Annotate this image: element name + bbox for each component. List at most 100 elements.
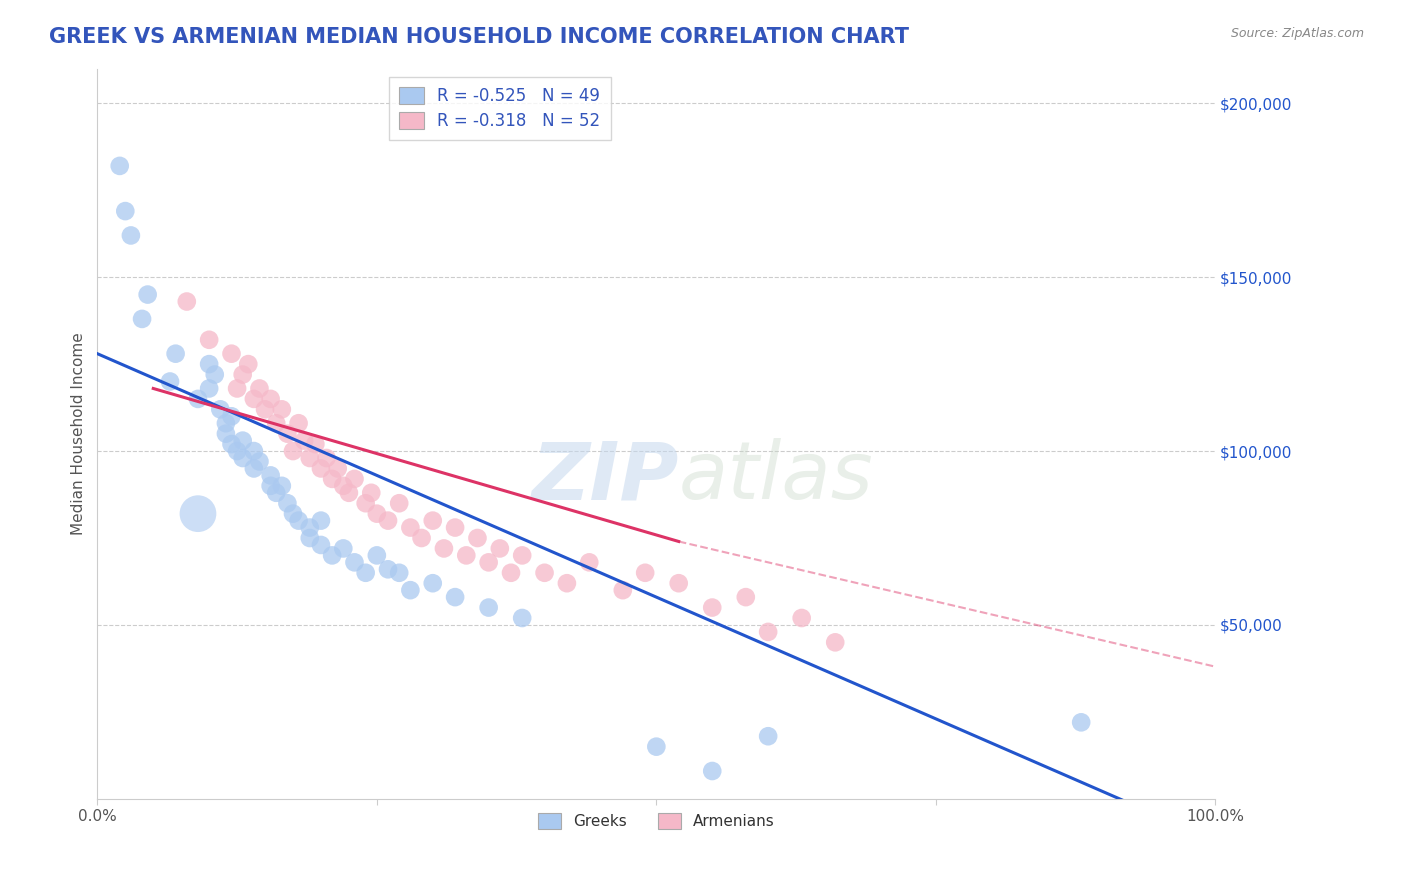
Point bbox=[249, 381, 271, 395]
Point bbox=[510, 611, 533, 625]
Point bbox=[366, 549, 388, 563]
Point bbox=[634, 566, 657, 580]
Point bbox=[298, 520, 321, 534]
Point bbox=[226, 381, 249, 395]
Point bbox=[555, 576, 578, 591]
Point bbox=[326, 461, 349, 475]
Point bbox=[790, 611, 813, 625]
Point bbox=[270, 402, 292, 417]
Point bbox=[399, 583, 422, 598]
Point bbox=[321, 549, 343, 563]
Point bbox=[221, 437, 243, 451]
Point bbox=[221, 409, 243, 424]
Point bbox=[249, 454, 271, 468]
Point bbox=[304, 437, 326, 451]
Point bbox=[756, 624, 779, 639]
Point bbox=[1070, 715, 1092, 730]
Point bbox=[131, 312, 153, 326]
Point bbox=[343, 472, 366, 486]
Point bbox=[456, 549, 478, 563]
Point bbox=[377, 514, 399, 528]
Point bbox=[612, 583, 634, 598]
Point bbox=[478, 555, 501, 569]
Point bbox=[232, 368, 254, 382]
Point bbox=[187, 392, 209, 406]
Point bbox=[259, 468, 281, 483]
Point bbox=[264, 485, 287, 500]
Point bbox=[377, 562, 399, 576]
Point bbox=[114, 204, 136, 219]
Point bbox=[243, 444, 266, 458]
Point bbox=[276, 426, 298, 441]
Point bbox=[467, 531, 489, 545]
Point bbox=[354, 496, 377, 510]
Point bbox=[276, 496, 298, 510]
Point bbox=[645, 739, 668, 754]
Point bbox=[366, 507, 388, 521]
Point bbox=[734, 590, 756, 604]
Point bbox=[343, 555, 366, 569]
Point bbox=[259, 479, 281, 493]
Point bbox=[108, 159, 131, 173]
Point bbox=[243, 461, 266, 475]
Point bbox=[215, 416, 238, 430]
Point bbox=[533, 566, 555, 580]
Point bbox=[309, 461, 332, 475]
Point bbox=[510, 549, 533, 563]
Point bbox=[232, 434, 254, 448]
Point bbox=[309, 514, 332, 528]
Point bbox=[221, 347, 243, 361]
Point bbox=[337, 485, 360, 500]
Point bbox=[399, 520, 422, 534]
Point bbox=[388, 496, 411, 510]
Point bbox=[198, 357, 221, 371]
Point bbox=[488, 541, 510, 556]
Point bbox=[422, 514, 444, 528]
Point bbox=[668, 576, 690, 591]
Point bbox=[360, 485, 382, 500]
Point bbox=[281, 507, 304, 521]
Point bbox=[388, 566, 411, 580]
Point bbox=[204, 368, 226, 382]
Point bbox=[270, 479, 292, 493]
Point bbox=[254, 402, 277, 417]
Point bbox=[281, 444, 304, 458]
Point bbox=[444, 590, 467, 604]
Point bbox=[198, 381, 221, 395]
Point bbox=[243, 392, 266, 406]
Point bbox=[332, 479, 354, 493]
Point bbox=[198, 333, 221, 347]
Point bbox=[411, 531, 433, 545]
Point bbox=[259, 392, 281, 406]
Point bbox=[287, 514, 309, 528]
Text: atlas: atlas bbox=[679, 439, 873, 516]
Point bbox=[309, 538, 332, 552]
Point bbox=[354, 566, 377, 580]
Text: GREEK VS ARMENIAN MEDIAN HOUSEHOLD INCOME CORRELATION CHART: GREEK VS ARMENIAN MEDIAN HOUSEHOLD INCOM… bbox=[49, 27, 910, 46]
Point bbox=[292, 434, 315, 448]
Legend: Greeks, Armenians: Greeks, Armenians bbox=[531, 806, 780, 835]
Text: ZIP: ZIP bbox=[531, 439, 679, 516]
Point bbox=[120, 228, 142, 243]
Y-axis label: Median Household Income: Median Household Income bbox=[72, 333, 86, 535]
Point bbox=[298, 450, 321, 465]
Point bbox=[824, 635, 846, 649]
Point bbox=[321, 472, 343, 486]
Point bbox=[238, 357, 260, 371]
Point bbox=[702, 600, 724, 615]
Point bbox=[756, 729, 779, 743]
Point bbox=[209, 402, 232, 417]
Point bbox=[444, 520, 467, 534]
Point bbox=[578, 555, 600, 569]
Text: Source: ZipAtlas.com: Source: ZipAtlas.com bbox=[1230, 27, 1364, 40]
Point bbox=[287, 416, 309, 430]
Point bbox=[478, 600, 501, 615]
Point bbox=[315, 450, 337, 465]
Point bbox=[176, 294, 198, 309]
Point bbox=[264, 416, 287, 430]
Point bbox=[159, 375, 181, 389]
Point bbox=[165, 347, 187, 361]
Point bbox=[215, 426, 238, 441]
Point bbox=[187, 507, 209, 521]
Point bbox=[499, 566, 522, 580]
